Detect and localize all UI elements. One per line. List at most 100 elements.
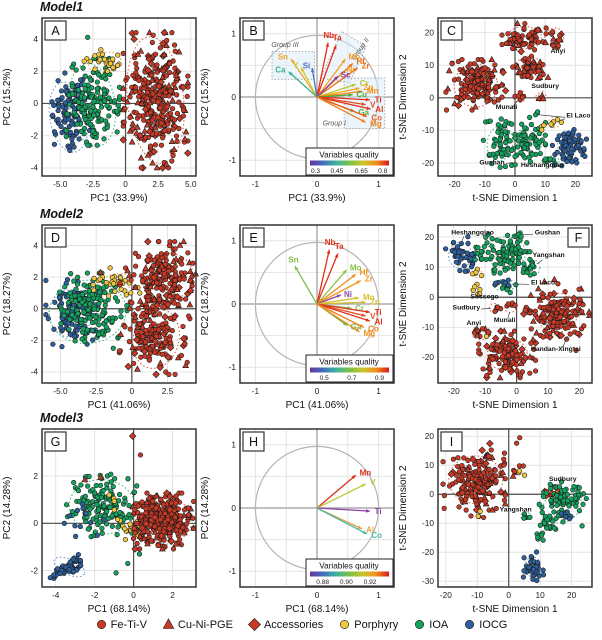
svg-text:t-SNE Dimension 1: t-SNE Dimension 1 — [472, 400, 557, 411]
svg-text:0: 0 — [315, 179, 320, 189]
svg-text:0: 0 — [33, 304, 38, 314]
circle-marker-icon — [465, 620, 475, 629]
svg-text:0.90: 0.90 — [340, 579, 353, 586]
svg-text:-10: -10 — [422, 322, 434, 332]
svg-text:-1: -1 — [229, 362, 237, 372]
svg-text:20: 20 — [571, 179, 581, 189]
panel-tsne-model1: Anyi Sudbury Munali El Laco Gushan Heshangqia… — [396, 15, 598, 213]
svg-text:20: 20 — [425, 27, 435, 37]
legend-item-label: IOCG — [479, 618, 508, 631]
svg-text:t-SNE Dimension 2: t-SNE Dimension 2 — [398, 465, 409, 550]
svg-text:0: 0 — [130, 386, 135, 396]
svg-text:V: V — [370, 478, 376, 487]
model1-title: Model1 — [40, 0, 84, 14]
panel-pca-scatter-model2: D -5.0 -2.5 0 2.5 -4 -2 0 2 4 PC1 (41.06%) PC2 (18.… — [0, 222, 202, 420]
svg-text:Ga: Ga — [358, 108, 369, 117]
svg-text:PC2 (18.27%): PC2 (18.27%) — [200, 273, 211, 336]
svg-text:10: 10 — [425, 460, 435, 470]
svg-text:Gushan: Gushan — [535, 230, 560, 237]
panel-pca-loading-model3: Mn V Ti Al Co Variables quality 0.88 0.90 0.92 H -… — [198, 426, 400, 624]
svg-text:V: V — [370, 312, 376, 321]
svg-text:-1: -1 — [229, 155, 237, 165]
svg-text:5.0: 5.0 — [185, 179, 197, 189]
svg-text:2: 2 — [33, 66, 38, 76]
svg-text:Sudbury: Sudbury — [531, 83, 559, 90]
svg-text:H: H — [249, 435, 258, 449]
svg-text:t-SNE Dimension 1: t-SNE Dimension 1 — [472, 604, 557, 615]
legend-item-ioa: IOA — [413, 618, 448, 631]
svg-text:Mg: Mg — [370, 119, 382, 128]
svg-text:Cr: Cr — [360, 79, 369, 88]
svg-text:Al: Al — [375, 105, 383, 114]
svg-text:Mo: Mo — [350, 263, 362, 272]
svg-text:t-SNE Dimension 1: t-SNE Dimension 1 — [472, 193, 557, 204]
svg-text:Hf: Hf — [360, 268, 369, 277]
svg-text:Al: Al — [375, 318, 383, 327]
svg-text:Sc: Sc — [341, 70, 351, 79]
svg-text:-4: -4 — [52, 590, 60, 600]
svg-text:Munali: Munali — [496, 104, 518, 111]
svg-text:PC2 (15.2%): PC2 (15.2%) — [2, 68, 13, 125]
svg-text:PC1 (68.14%): PC1 (68.14%) — [88, 604, 151, 615]
legend-item-label: Accessories — [263, 618, 324, 631]
svg-text:Group I: Group I — [323, 120, 346, 127]
svg-text:1: 1 — [231, 29, 236, 39]
svg-text:Al: Al — [366, 526, 374, 535]
svg-text:Zr: Zr — [365, 275, 373, 284]
svg-text:0: 0 — [514, 386, 519, 396]
svg-text:1: 1 — [376, 386, 381, 396]
svg-text:Mn: Mn — [367, 86, 379, 95]
svg-text:0: 0 — [131, 590, 136, 600]
svg-text:Yangshan: Yangshan — [533, 252, 565, 259]
svg-text:-10: -10 — [479, 386, 491, 396]
svg-text:-20: -20 — [422, 547, 434, 557]
svg-text:20: 20 — [575, 386, 585, 396]
svg-text:Mn: Mn — [363, 293, 375, 302]
panel-pca-scatter-model3: G -4 -2 0 2 -2 0 2 PC1 (68.14%) PC2 (14.28%) — [0, 426, 202, 624]
svg-text:Anyi: Anyi — [466, 320, 481, 327]
model2-title: Model2 — [40, 207, 84, 221]
svg-text:Heshangqiao: Heshangqiao — [451, 230, 494, 237]
svg-text:Ni: Ni — [344, 290, 352, 299]
svg-text:0: 0 — [429, 292, 434, 302]
svg-text:PC1 (68.14%): PC1 (68.14%) — [286, 604, 349, 615]
legend-item-label: IOA — [429, 618, 449, 631]
svg-text:Ga: Ga — [350, 322, 361, 331]
svg-text:Cr: Cr — [355, 304, 364, 313]
circle-marker-icon — [96, 620, 106, 629]
svg-text:El Laco: El Laco — [531, 280, 555, 287]
svg-text:G: G — [51, 435, 61, 449]
svg-text:1: 1 — [376, 590, 381, 600]
svg-text:2: 2 — [33, 272, 38, 282]
svg-text:Mn: Mn — [360, 469, 372, 478]
svg-text:Zn: Zn — [370, 297, 380, 306]
svg-text:-10: -10 — [422, 518, 434, 528]
svg-text:Ti: Ti — [375, 96, 382, 105]
svg-text:0: 0 — [123, 179, 128, 189]
svg-text:Mg: Mg — [364, 329, 376, 338]
svg-text:Sn: Sn — [288, 255, 298, 264]
triangle-marker-icon — [162, 618, 175, 629]
svg-text:PC2 (14.28%): PC2 (14.28%) — [200, 477, 211, 540]
svg-text:t-SNE Dimension 2: t-SNE Dimension 2 — [398, 261, 409, 346]
svg-text:10: 10 — [541, 179, 551, 189]
svg-text:-10: -10 — [479, 179, 491, 189]
svg-text:El Laco: El Laco — [566, 112, 590, 119]
svg-text:Hf: Hf — [356, 57, 365, 66]
circle-marker-icon — [340, 620, 350, 629]
svg-text:Ti: Ti — [375, 308, 382, 317]
svg-text:-2: -2 — [91, 590, 99, 600]
svg-text:0: 0 — [429, 93, 434, 103]
svg-text:Yangshan: Yangshan — [500, 507, 532, 514]
svg-text:-4: -4 — [31, 163, 39, 173]
svg-text:0: 0 — [231, 92, 236, 102]
svg-text:Sudbury: Sudbury — [549, 476, 577, 483]
svg-text:Ni: Ni — [347, 66, 355, 75]
svg-text:A: A — [51, 24, 60, 38]
svg-text:PC1 (41.06%): PC1 (41.06%) — [88, 400, 151, 411]
svg-text:0.9: 0.9 — [375, 375, 384, 382]
svg-text:B: B — [249, 24, 257, 38]
svg-text:-20: -20 — [448, 386, 460, 396]
legend-item-porphyry: Porphyry — [338, 618, 398, 631]
